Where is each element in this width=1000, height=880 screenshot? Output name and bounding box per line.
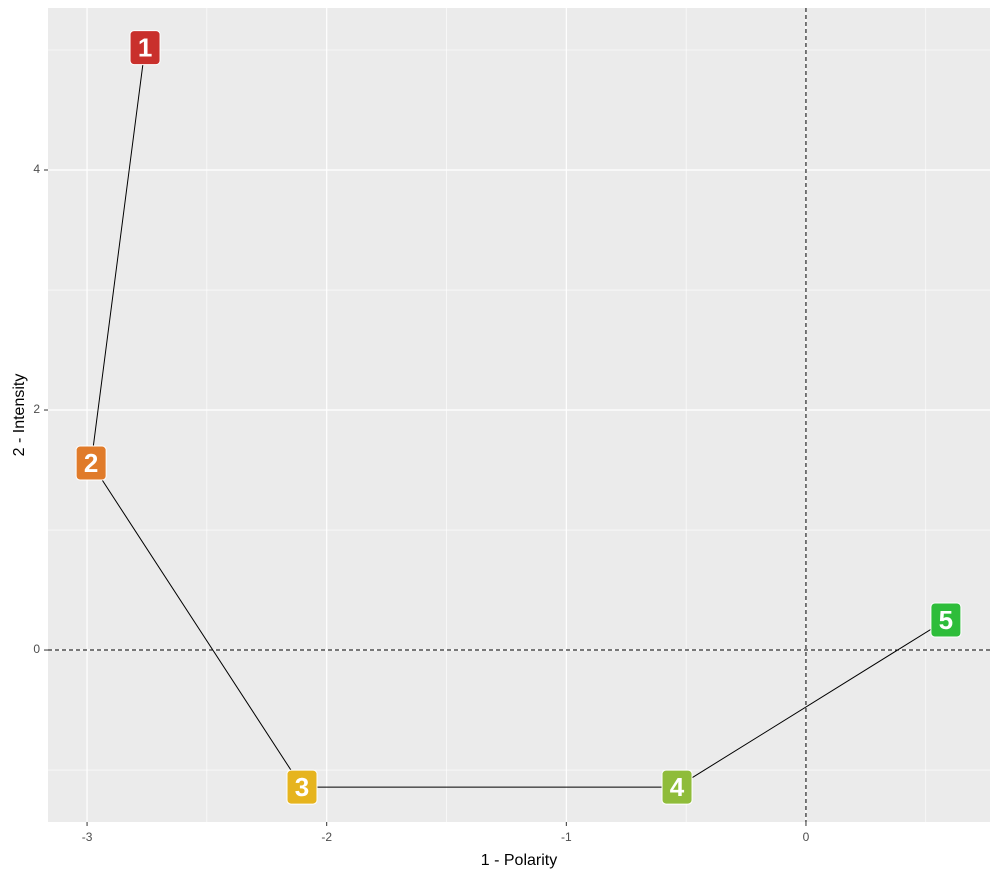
y-tick-label: 4: [33, 162, 40, 176]
x-tick-label: -1: [561, 830, 572, 844]
point-label-box: [286, 769, 318, 805]
panel: [48, 8, 990, 822]
x-axis-title: 1 - Polarity: [481, 852, 557, 869]
point-label: 4: [670, 772, 685, 802]
point-label-box: [129, 30, 161, 66]
x-tick-label: -3: [82, 830, 93, 844]
y-tick-label: 2: [33, 402, 40, 416]
y-axis-title: 2 - Intensity: [11, 374, 28, 457]
point-label: 5: [939, 605, 953, 635]
x-tick-label: 0: [803, 830, 810, 844]
x-tick-label: -2: [321, 830, 332, 844]
point-label-box: [930, 602, 962, 638]
point-label: 2: [84, 448, 98, 478]
point-label: 1: [138, 32, 152, 62]
point-label-box: [661, 769, 693, 805]
y-tick-label: 0: [33, 642, 40, 656]
point-label-box: [75, 445, 107, 481]
point-label: 3: [295, 772, 309, 802]
